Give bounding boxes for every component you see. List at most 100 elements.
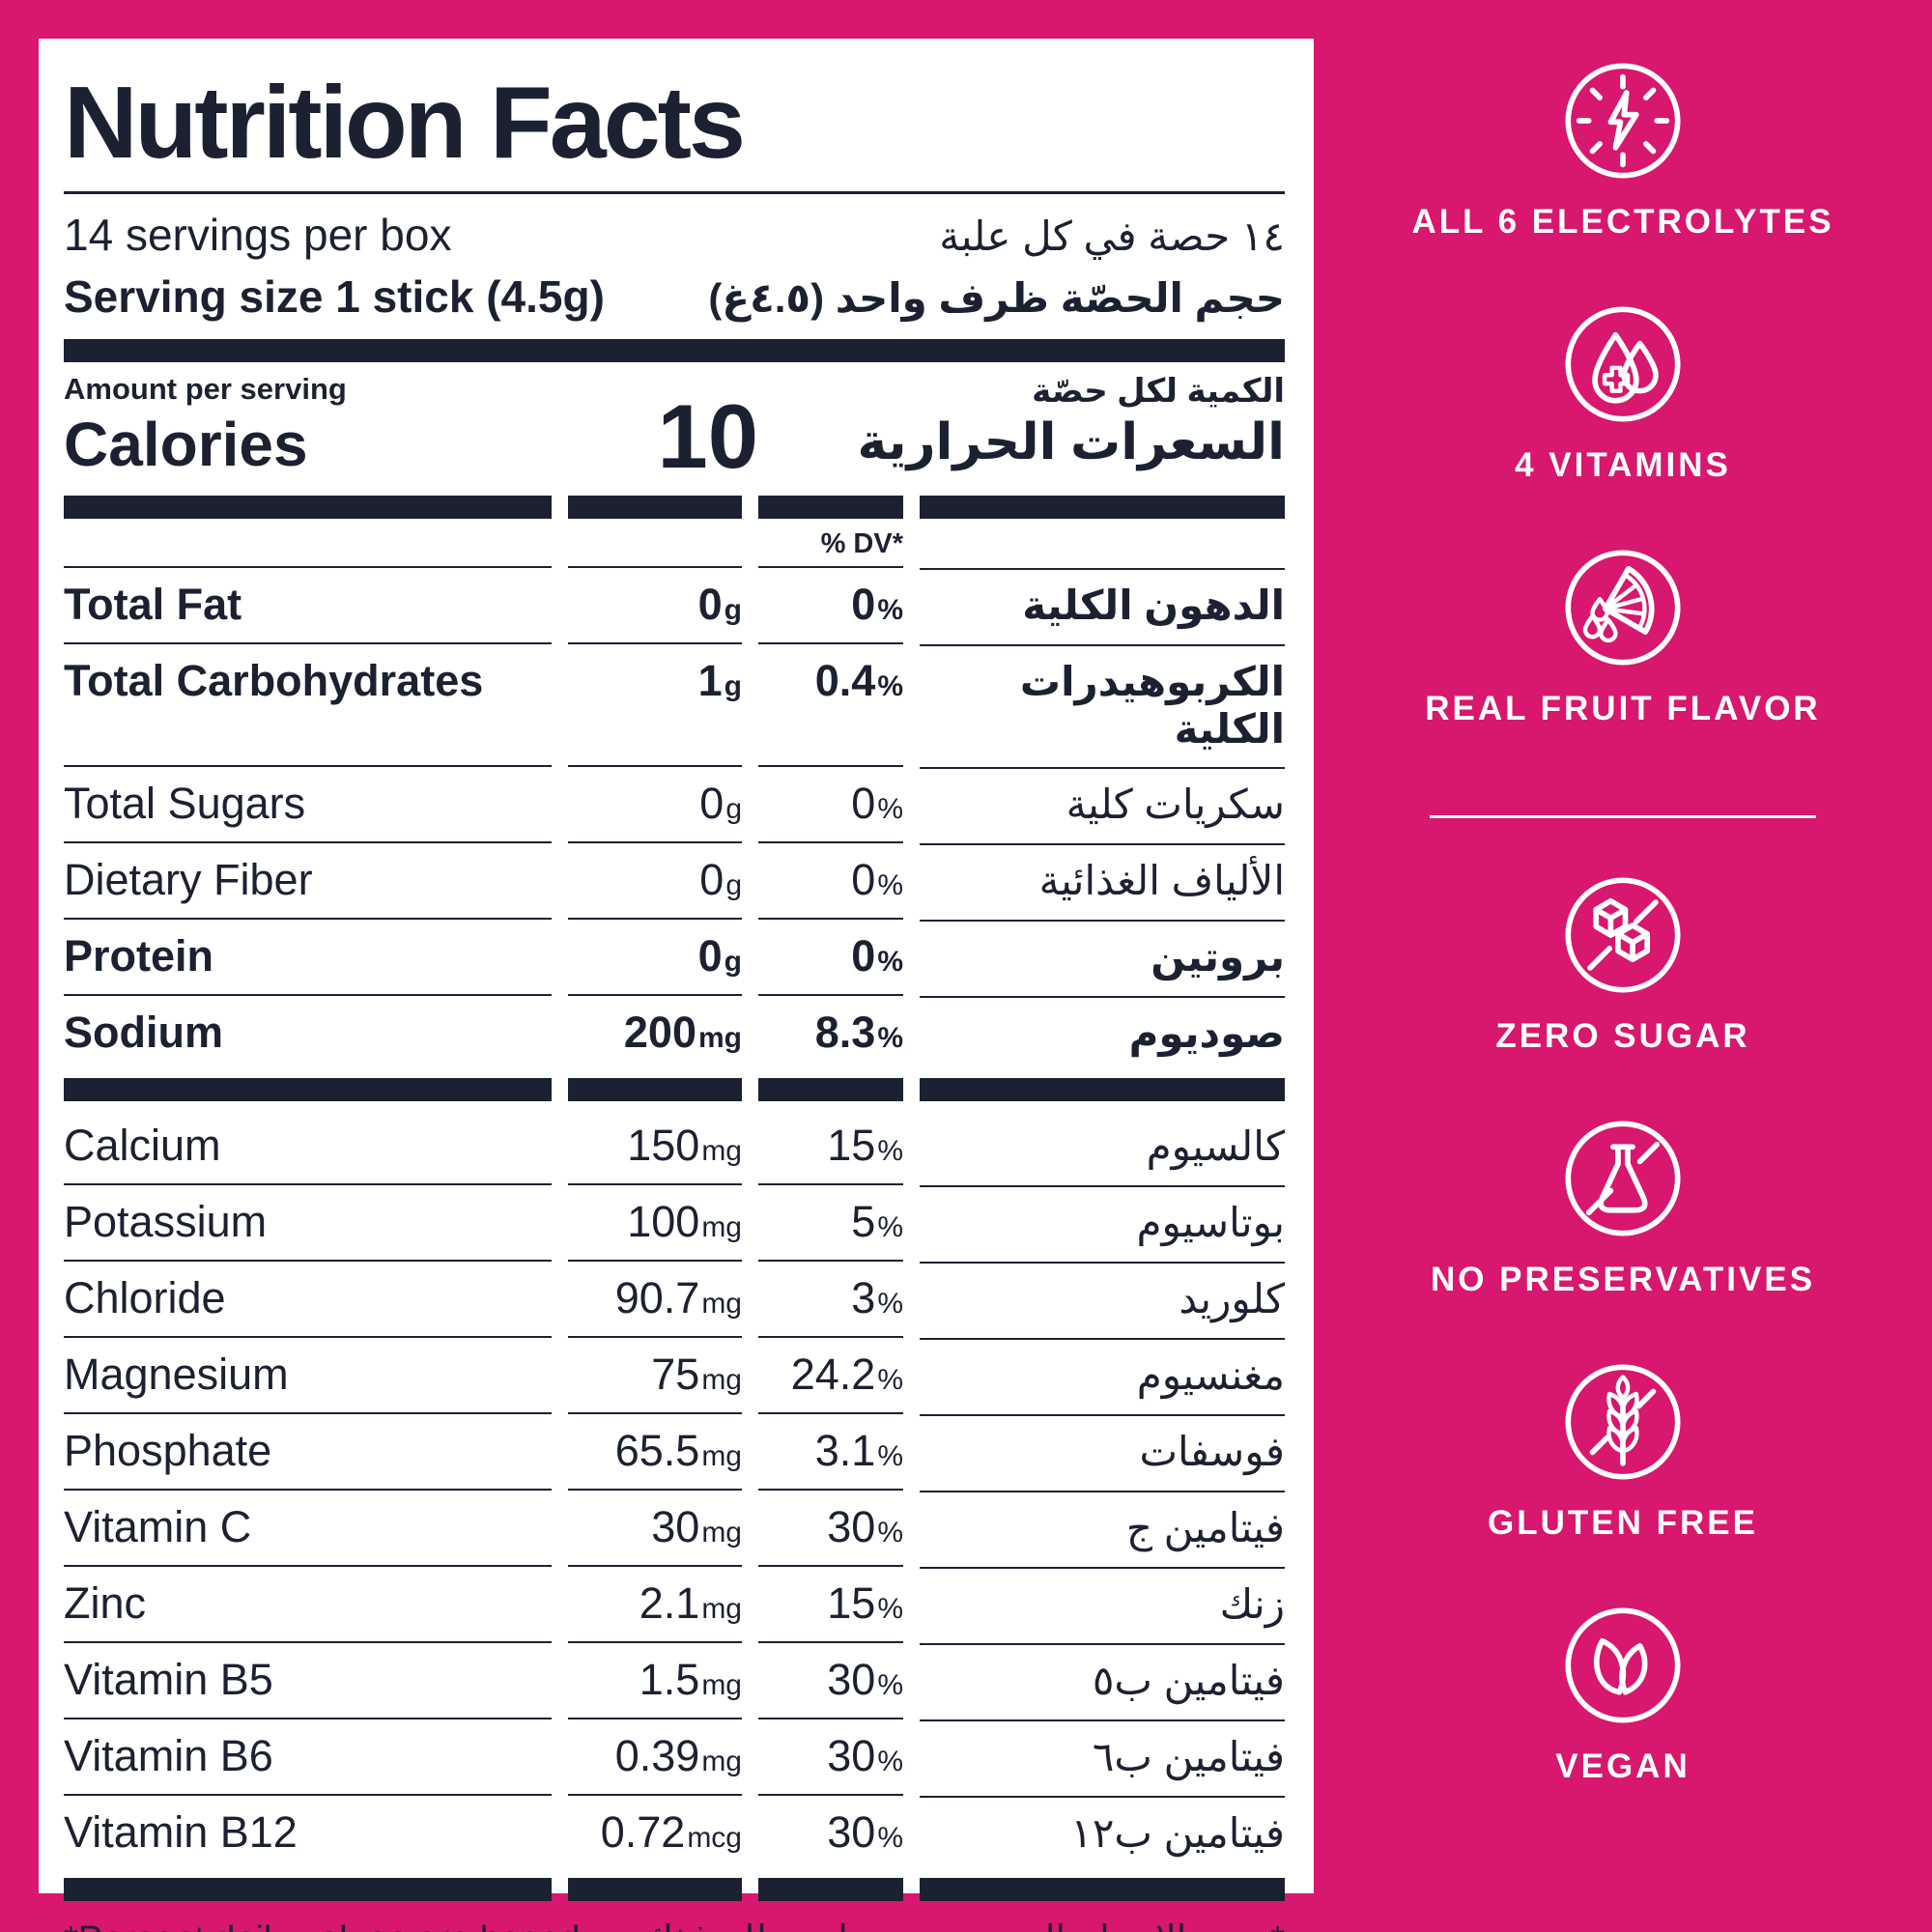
nutrient-amount: 200mg	[568, 994, 742, 1070]
nutrient-name-ar: فيتامين ج	[920, 1491, 1285, 1564]
nutrient-name-en: Sodium	[64, 994, 552, 1070]
nutrient-amount: 90.7mg	[568, 1260, 742, 1336]
badge-vitamins: 4 VITAMINS	[1515, 303, 1731, 485]
badges-divider	[1430, 815, 1816, 818]
footnote-ar: *نسبة الاحتياج اليومي مبنية على نظام غذا…	[622, 1917, 1285, 1932]
nutrient-name-ar: كلوريد	[920, 1262, 1285, 1335]
nutrient-dv-percent: 24.2%	[758, 1336, 903, 1412]
separator-bar-segmented	[64, 496, 1285, 520]
nutrient-name-ar: الألياف الغذائية	[920, 843, 1285, 917]
nutrient-amount: 150mg	[627, 1121, 742, 1171]
separator-bar-full	[64, 339, 1285, 363]
nutrient-table-minerals: Calcium 150mg 15% كالسيوم Potassium 100m…	[64, 1109, 1285, 1870]
nutrient-dv-percent: 5%	[758, 1183, 903, 1260]
table-row: Protein 0g 0% بروتين	[64, 918, 1285, 994]
separator-bar-segmented	[64, 1878, 1285, 1902]
badge-label: ALL 6 ELECTROLYTES	[1411, 203, 1834, 241]
nutrient-amount: 2.1mg	[568, 1565, 742, 1641]
nutrient-name-ar: كالسيوم	[1146, 1123, 1285, 1170]
table-row: Vitamin B5 1.5mg 30% فيتامين ب٥	[64, 1641, 1285, 1718]
badge-label: 4 VITAMINS	[1515, 446, 1731, 484]
nutrient-name-ar: فيتامين ب١٢	[920, 1796, 1285, 1869]
nutrient-dv-percent: 0%	[758, 841, 903, 918]
nutrient-name-ar: فيتامين ب٥	[920, 1643, 1285, 1717]
dv-column-header: % DV*	[64, 519, 1285, 566]
badge-label: REAL FRUIT FLAVOR	[1425, 690, 1821, 727]
calories-value: 10	[657, 385, 758, 488]
nutrient-dv-percent: 0%	[758, 765, 903, 841]
nutrient-dv-percent: 0%	[758, 918, 903, 994]
serving-size-en: Serving size 1 stick (4.5g)	[64, 271, 605, 323]
nutrient-name-en: Total Carbohydrates	[64, 642, 552, 719]
table-row: Calcium 150mg 15% كالسيوم	[64, 1109, 1285, 1183]
page-title: Nutrition Facts	[64, 66, 746, 180]
nutrient-table-main: Total Fat 0g 0% الدهون الكلية Total Carb…	[64, 566, 1285, 1070]
calories-left: Amount per serving Calories	[64, 372, 552, 477]
badge-label: NO PRESERVATIVES	[1430, 1261, 1816, 1298]
serving-size-row: Serving size 1 stick (4.5g) حجم الحصّة ظ…	[64, 266, 1285, 327]
badge-zero-sugar: ZERO SUGAR	[1495, 874, 1749, 1056]
amount-per-serving-label-ar: الكمية لكل حصّة	[1032, 373, 1285, 411]
footnote-ar-line1: *نسبة الاحتياج اليومي مبنية على نظام غذا…	[622, 1917, 1285, 1932]
footnote: *Percent daily values are based on a 200…	[64, 1917, 1285, 1932]
table-row: Vitamin C 30mg 30% فيتامين ج	[64, 1489, 1285, 1565]
nutrient-name-en: Magnesium	[64, 1336, 552, 1412]
nutrient-name-ar: بروتين	[920, 920, 1285, 993]
nutrient-dv-percent: 3%	[758, 1260, 903, 1336]
nutrient-amount: 1.5mg	[568, 1641, 742, 1718]
nutrient-name-en: Total Fat	[64, 566, 552, 642]
amount-per-serving-label: Amount per serving	[64, 372, 347, 407]
nutrient-name-en: Vitamin B6	[64, 1718, 552, 1794]
nutrient-dv-percent: 0.4%	[758, 642, 903, 719]
badge-gluten-free: GLUTEN FREE	[1488, 1361, 1758, 1543]
nutrient-name-en: Vitamin B5	[64, 1641, 552, 1718]
table-row: Potassium 100mg 5% بوتاسيوم	[64, 1183, 1285, 1260]
table-row: Zinc 2.1mg 15% زنك	[64, 1565, 1285, 1641]
badge-label: VEGAN	[1555, 1747, 1690, 1785]
vitamins-icon	[1565, 306, 1681, 422]
nutrient-name-en: Calcium	[64, 1121, 221, 1171]
nutrient-name-en: Dietary Fiber	[64, 841, 552, 918]
nutrient-amount: 30mg	[568, 1489, 742, 1565]
zero-sugar-icon	[1565, 877, 1681, 993]
table-row: Vitamin B12 0.72mcg 30% فيتامين ب١٢	[64, 1794, 1285, 1870]
table-row: Phosphate 65.5mg 3.1% فوسفات	[64, 1412, 1285, 1489]
servings-per-box-ar: ١٤ حصة في كل علبة	[939, 213, 1285, 260]
nutrient-name-ar: صوديوم	[920, 996, 1285, 1069]
nutrient-dv-percent: 0%	[758, 566, 903, 642]
nutrient-name-ar: فوسفات	[920, 1414, 1285, 1488]
nutrient-name-ar: زنك	[920, 1567, 1285, 1640]
real-fruit-icon	[1565, 550, 1681, 666]
nutrient-amount: 100mg	[568, 1183, 742, 1260]
table-row: Chloride 90.7mg 3% كلوريد	[64, 1260, 1285, 1336]
nutrient-name-en: Vitamin C	[64, 1489, 552, 1565]
nutrient-name-ar: بوتاسيوم	[920, 1185, 1285, 1259]
table-row: Vitamin B6 0.39mg 30% فيتامين ب٦	[64, 1718, 1285, 1794]
nutrient-dv-percent: 30%	[758, 1489, 903, 1565]
nutrient-amount: 0.39mg	[568, 1718, 742, 1794]
separator-bar-segmented	[64, 1078, 1285, 1102]
calories-label: Calories	[64, 410, 308, 480]
vegan-icon	[1565, 1607, 1681, 1723]
nutrient-name-en: Total Sugars	[64, 765, 552, 841]
nutrient-dv-percent: 3.1%	[758, 1412, 903, 1489]
badge-vegan: VEGAN	[1555, 1605, 1690, 1786]
nutrient-amount: 0g	[568, 918, 742, 994]
nutrient-amount: 0g	[568, 765, 742, 841]
gluten-free-icon	[1565, 1364, 1681, 1480]
header-rule	[64, 191, 1285, 195]
servings-per-box-en: 14 servings per box	[64, 210, 452, 261]
nutrient-name-ar: الدهون الكلية	[920, 568, 1285, 641]
no-preservatives-icon	[1565, 1121, 1681, 1236]
nutrient-dv-percent: 8.3%	[758, 994, 903, 1070]
table-row: Total Fat 0g 0% الدهون الكلية	[64, 566, 1285, 642]
badge-no-preservatives: NO PRESERVATIVES	[1431, 1118, 1815, 1299]
nutrient-name-en: Chloride	[64, 1260, 552, 1336]
calories-block: Amount per serving Calories 10 الكمية لك…	[64, 372, 1285, 482]
table-row: Total Sugars 0g 0% سكريات كلية	[64, 765, 1285, 841]
nutrient-dv-percent: 15%	[758, 1565, 903, 1641]
nutrient-dv-percent: 30%	[758, 1794, 903, 1870]
nutrient-amount: 65.5mg	[568, 1412, 742, 1489]
nutrient-amount: 1g	[568, 642, 742, 719]
